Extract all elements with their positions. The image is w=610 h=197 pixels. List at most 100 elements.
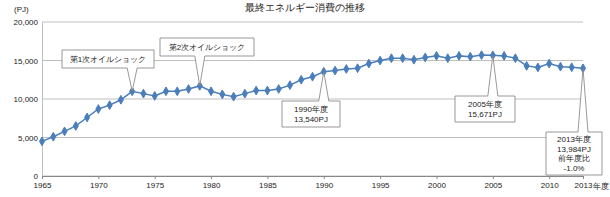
x-tick-mark [436,176,437,179]
data-point [310,72,315,81]
data-point [535,63,540,72]
x-tick-mark [583,176,584,179]
x-tick: 1965 [34,176,52,190]
x-tick-mark [549,176,550,179]
grid-line [42,22,583,23]
data-point [209,87,214,96]
callout-text: 第1次オイルショック [70,55,146,64]
data-point [299,75,304,84]
data-point [141,89,146,98]
x-tick-label: 2013 [575,181,593,190]
x-tick-mark [211,176,212,179]
data-point [118,95,123,104]
callout-text: 13,540PJ [294,115,328,124]
data-point [152,92,157,101]
data-point [96,105,101,114]
y-tick-label: 10,000 [14,95,39,104]
y-tick-label: 5,000 [18,134,39,143]
callout-box [282,72,340,127]
x-tick-label: 1980 [203,181,221,190]
data-point [434,52,439,61]
data-point [175,87,180,96]
data-point [242,89,247,98]
x-tick-label: 2010 [541,181,559,190]
y-tick: 20,000 [14,18,42,27]
callout-text: 前年度比 [558,154,590,163]
chart: 最終エネルギー消費の推移(PJ)年度05,00010,00015,00020,0… [0,0,610,197]
data-point [513,54,518,63]
callout: 第2次オイルショック [160,38,254,86]
data-point [344,65,349,74]
y-tick-label: 20,000 [14,18,39,27]
x-tick-label: 1990 [315,181,333,190]
callout-text: 1990年度 [294,105,328,114]
data-point [389,54,394,63]
data-point [186,85,191,94]
x-tick-mark [155,176,156,179]
data-point [85,113,90,122]
data-point [569,63,574,72]
x-tick-mark [267,176,268,179]
data-point [366,59,371,68]
x-axis: 1965 1970 1975 1980 1985 1990 1995 2000 2005 2010… [34,176,593,190]
grid-line [42,176,583,177]
callout: 2005年度15,671PJ [455,55,515,122]
data-point [400,54,405,63]
y-axis-title: (PJ) [14,5,29,14]
data-point [423,53,428,62]
x-tick-label: 2000 [428,181,446,190]
callout-text: -1.0% [564,164,585,173]
grid-line [42,137,583,138]
data-point [445,54,450,63]
data-point [107,101,112,110]
data-point [378,56,383,65]
x-tick: 2010 [541,176,559,190]
callout-text: 第2次オイルショック [169,43,245,52]
data-point [479,51,484,60]
annotations: 第1次オイルショック 第2次オイルショック 1990年度13,540PJ 2005年度… [62,38,602,175]
x-tick: 2000 [428,176,446,190]
x-tick: 2013 [575,176,593,190]
x-axis-line [43,176,584,177]
x-tick: 2005 [484,176,502,190]
data-point [457,52,462,61]
x-tick-mark [98,176,99,179]
data-point [62,127,67,136]
callout-text: 2005年度 [468,100,502,109]
callout-box [160,38,254,86]
data-point [265,86,270,95]
y-tick-label: 15,000 [14,57,39,66]
data-point [524,62,529,71]
callout: 2013年度13,984PJ前年度比-1.0% [546,68,602,175]
x-axis-title: 年度 [593,182,609,191]
x-tick-mark [493,176,494,179]
x-tick-label: 1965 [34,181,52,190]
data-point [39,137,44,146]
x-tick: 1975 [146,176,164,190]
x-tick: 1985 [259,176,277,190]
grid [42,22,583,176]
y-axis-line [42,23,43,177]
data-point [51,132,56,141]
x-tick-label: 1975 [146,181,164,190]
callout-box [546,68,602,175]
x-tick: 1970 [90,176,108,190]
callout-text: 13,984PJ [557,145,591,154]
x-tick-label: 1995 [372,181,390,190]
callout-box [455,55,515,122]
y-tick: 15,000 [14,57,42,66]
x-tick: 1990 [315,176,333,190]
data-point [220,90,225,99]
x-tick-mark [42,176,43,179]
data-point [411,55,416,64]
data-point [287,81,292,90]
y-axis: 05,00010,00015,00020,000 [14,18,43,181]
data-point [355,64,360,73]
callout: 1990年度13,540PJ [282,72,340,127]
callout-box [62,50,154,91]
x-tick-mark [324,176,325,179]
data-point [468,52,473,61]
title: 最終エネルギー消費の推移 [245,2,365,13]
x-tick: 1995 [372,176,390,190]
data-point [547,59,552,68]
